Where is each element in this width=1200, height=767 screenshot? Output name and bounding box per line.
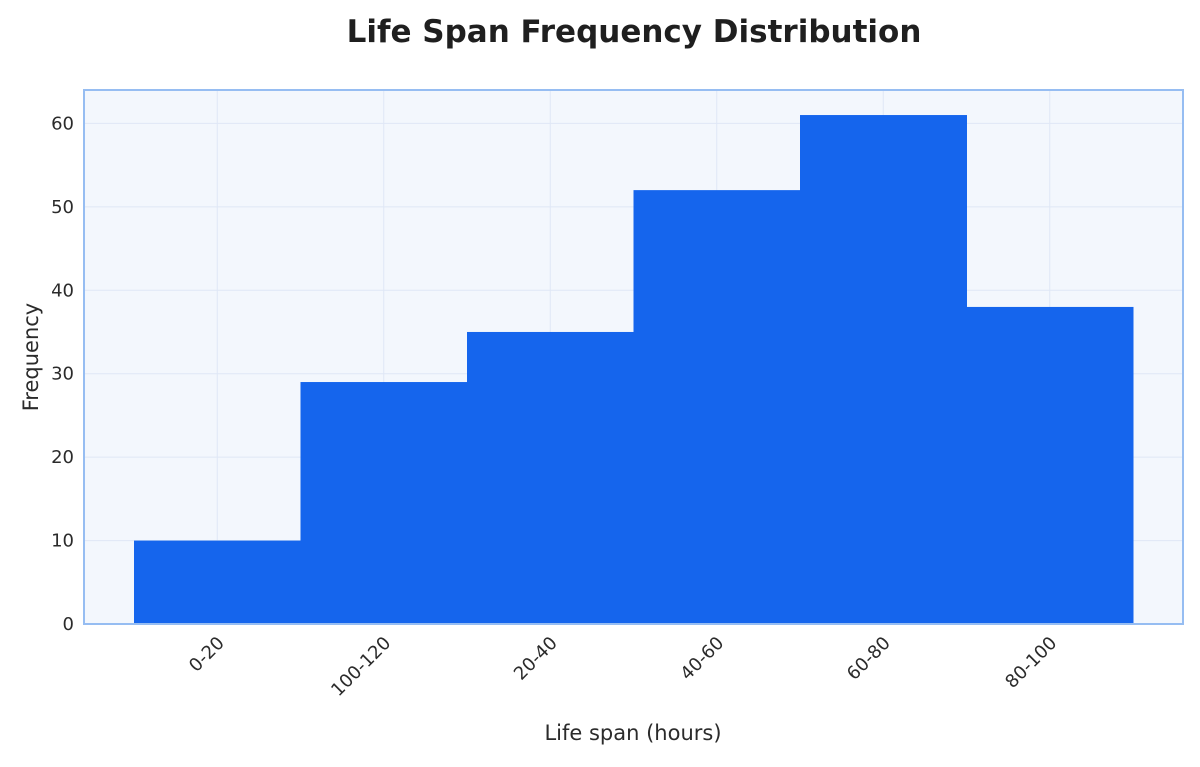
y-tick-label: 30 — [51, 364, 74, 385]
x-tick-label: 20-40 — [510, 633, 562, 685]
y-axis-label: Frequency — [19, 303, 43, 412]
y-tick-label: 0 — [63, 614, 74, 635]
bars — [134, 115, 1134, 624]
y-tick-label: 10 — [51, 531, 74, 552]
plot-border — [83, 89, 1184, 625]
x-axis-label: Life span (hours) — [544, 721, 721, 745]
x-tick-label: 0-20 — [185, 633, 229, 677]
y-tick-label: 40 — [51, 280, 74, 301]
bar-40-60 — [633, 190, 801, 624]
bar-20-40 — [467, 331, 634, 624]
y-tick-label: 50 — [51, 197, 74, 218]
y-tick-label: 60 — [51, 113, 74, 134]
x-tick-label: 100-120 — [327, 633, 395, 701]
x-tick-label: 80-100 — [1001, 633, 1061, 693]
bar-0-20 — [134, 540, 301, 624]
y-tick-label: 20 — [51, 447, 74, 468]
x-tick-label: 60-80 — [843, 633, 895, 685]
bar-60-80 — [800, 115, 967, 624]
x-tick-label: 40-60 — [676, 633, 728, 685]
y-axis-ticks: 0 10 20 30 40 50 60 — [51, 113, 74, 635]
x-axis-ticks: 0-20 100-120 20-40 40-60 60-80 80-100 — [185, 633, 1061, 701]
bar-80-100 — [966, 306, 1134, 624]
chart-title: Life Span Frequency Distribution — [347, 14, 922, 50]
bar-100-120 — [300, 382, 468, 624]
